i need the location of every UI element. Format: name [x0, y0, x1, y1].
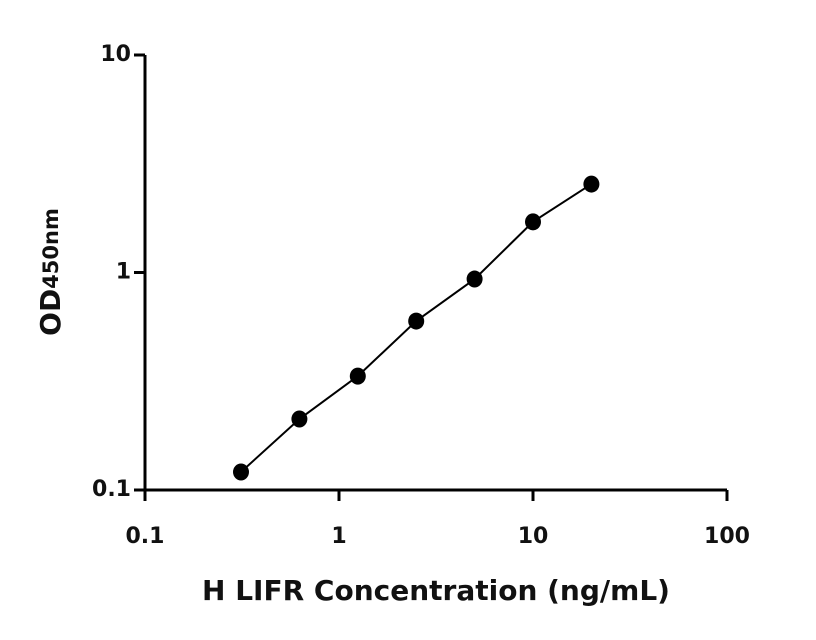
data-point: [583, 175, 600, 193]
x-tick-label: 10: [518, 524, 549, 549]
x-axis-label: H LIFR Concentration (ng/mL): [202, 574, 670, 607]
data-point: [525, 213, 541, 231]
x-tick-label: 1: [331, 524, 346, 549]
x-tick-label: 100: [704, 524, 750, 549]
data-point: [408, 312, 425, 330]
y-label-main: OD: [34, 289, 67, 336]
data-point: [349, 367, 366, 385]
data-point: [466, 270, 483, 288]
y-label-sub: 450nm: [39, 208, 63, 289]
y-tick-label: 0.1: [92, 477, 131, 502]
y-tick-label: 1: [116, 260, 131, 285]
data-point: [233, 463, 250, 481]
y-axis-label: OD450nm: [34, 208, 67, 336]
x-tick-label: 0.1: [126, 524, 165, 549]
data-point: [291, 410, 308, 428]
y-tick-label: 10: [100, 42, 131, 67]
